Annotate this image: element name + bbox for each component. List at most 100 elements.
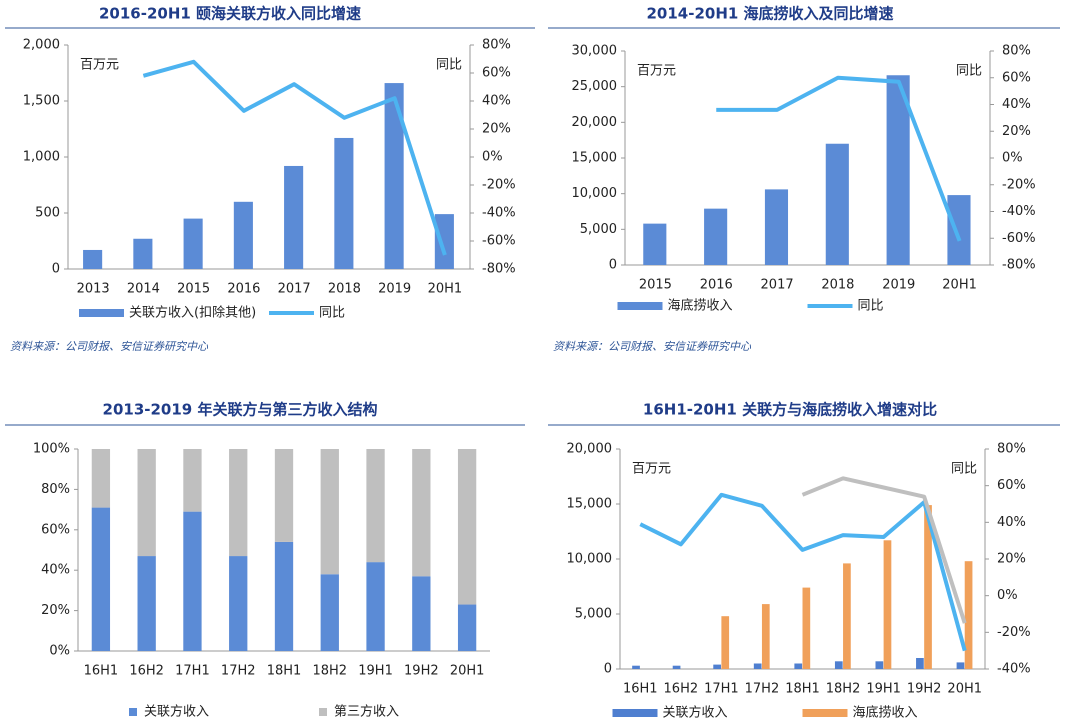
line	[801, 476, 967, 624]
y2-tick-label: 40%	[482, 94, 511, 109]
bar	[956, 662, 965, 669]
y-tick-label: 0	[609, 258, 617, 273]
unit-label: 百万元	[80, 58, 119, 73]
y2-tick-label: 80%	[1002, 44, 1031, 59]
y-tick-label: 20,000	[567, 442, 613, 457]
y2-tick-label: -60%	[482, 234, 516, 249]
bar	[183, 218, 203, 269]
chart-title: 16H1-20H1 关联方与海底捞收入增速对比	[643, 401, 937, 419]
x-tick-label: 17H1	[704, 682, 739, 697]
x-tick-label: 2015	[639, 278, 672, 293]
unit-label: 百万元	[632, 462, 671, 477]
y2-label: 同比	[951, 462, 977, 477]
bar-segment	[183, 511, 202, 651]
x-tick-label: 2014	[127, 282, 160, 297]
bar	[704, 208, 728, 265]
y-tick-label: 20,000	[572, 115, 618, 130]
y2-tick-label: 60%	[997, 478, 1026, 493]
y2-tick-label: 80%	[482, 38, 511, 53]
y-tick-label: 15,000	[567, 497, 613, 512]
bar	[916, 658, 924, 669]
x-tick-label: 17H2	[221, 664, 256, 679]
unit-label: 百万元	[637, 64, 676, 79]
y2-tick-label: 40%	[1002, 97, 1031, 112]
y-tick-label: 0%	[49, 644, 70, 659]
bar	[334, 137, 354, 269]
bar-segment	[457, 604, 477, 651]
bar	[825, 143, 849, 265]
bar-segment	[137, 449, 156, 557]
y2-tick-label: 0%	[1002, 151, 1023, 166]
bar	[761, 604, 770, 669]
x-tick-label: 19H2	[404, 664, 439, 679]
bar-segment	[457, 449, 477, 605]
legend-label: 关联方收入	[144, 704, 209, 720]
x-tick-label: 16H1	[84, 664, 119, 679]
legend-label: 海底捞收入	[668, 298, 733, 314]
y2-tick-label: 80%	[997, 442, 1026, 457]
bar	[794, 663, 803, 669]
y-tick-label: 20%	[41, 603, 70, 618]
y-tick-label: 15,000	[572, 151, 618, 166]
legend-swatch	[802, 709, 848, 717]
y-tick-label: 0	[604, 662, 612, 677]
x-tick-label: 2016	[700, 278, 733, 293]
x-tick-label: 20H1	[450, 664, 485, 679]
bar	[834, 661, 843, 669]
y-tick-label: 10,000	[567, 552, 613, 567]
x-tick-label: 2018	[821, 278, 854, 293]
chart-title: 2014-20H1 海底捞收入及同比增速	[646, 5, 893, 23]
bar	[886, 75, 910, 266]
line	[716, 75, 962, 242]
bar-segment	[229, 449, 248, 557]
y-tick-label: 5,000	[575, 607, 612, 622]
legend-swatch	[617, 302, 663, 310]
y2-tick-label: 0%	[997, 588, 1018, 603]
bar	[672, 665, 681, 669]
bar	[802, 587, 811, 669]
bar	[713, 664, 721, 669]
x-tick-label: 2019	[882, 278, 915, 293]
y-tick-label: 60%	[41, 522, 70, 537]
x-tick-label: 2015	[177, 282, 210, 297]
y2-label: 同比	[436, 58, 462, 73]
bar	[947, 195, 971, 265]
bar-segment	[366, 562, 385, 651]
y2-tick-label: -40%	[997, 662, 1031, 677]
legend-label: 同比	[319, 306, 345, 321]
bar	[764, 189, 789, 265]
x-tick-label: 19H1	[358, 664, 393, 679]
x-tick-label: 18H2	[826, 682, 861, 697]
legend-label: 同比	[858, 299, 884, 314]
bar-segment	[274, 449, 294, 542]
bar	[133, 238, 153, 269]
y2-tick-label: -80%	[1002, 258, 1036, 273]
x-tick-label: 20H1	[428, 282, 463, 297]
y-tick-label: 80%	[41, 482, 70, 497]
legend-label: 关联方收入(扣除其他)	[129, 305, 256, 321]
x-tick-label: 18H1	[785, 682, 820, 697]
line	[639, 492, 967, 652]
y-tick-label: 30,000	[572, 44, 618, 59]
bar-segment	[91, 449, 111, 508]
y2-tick-label: -20%	[482, 178, 516, 193]
bar	[284, 165, 304, 269]
x-tick-label: 2017	[761, 278, 794, 293]
y2-tick-label: -40%	[1002, 204, 1036, 219]
bar-segment	[274, 541, 294, 651]
bar-segment	[412, 576, 431, 651]
x-tick-label: 18H1	[267, 664, 302, 679]
legend-swatch	[319, 708, 327, 716]
y-tick-label: 5,000	[580, 222, 617, 237]
y-tick-label: 0	[52, 262, 60, 277]
bar-segment	[183, 449, 202, 512]
x-tick-label: 19H1	[866, 682, 901, 697]
bar	[434, 214, 454, 269]
x-tick-label: 20H1	[947, 682, 982, 697]
x-tick-label: 16H2	[129, 664, 164, 679]
y-tick-label: 10,000	[572, 186, 618, 201]
y2-tick-label: 40%	[997, 515, 1026, 530]
legend-swatch	[129, 708, 137, 716]
bar	[384, 83, 404, 269]
bar-segment	[320, 574, 339, 651]
